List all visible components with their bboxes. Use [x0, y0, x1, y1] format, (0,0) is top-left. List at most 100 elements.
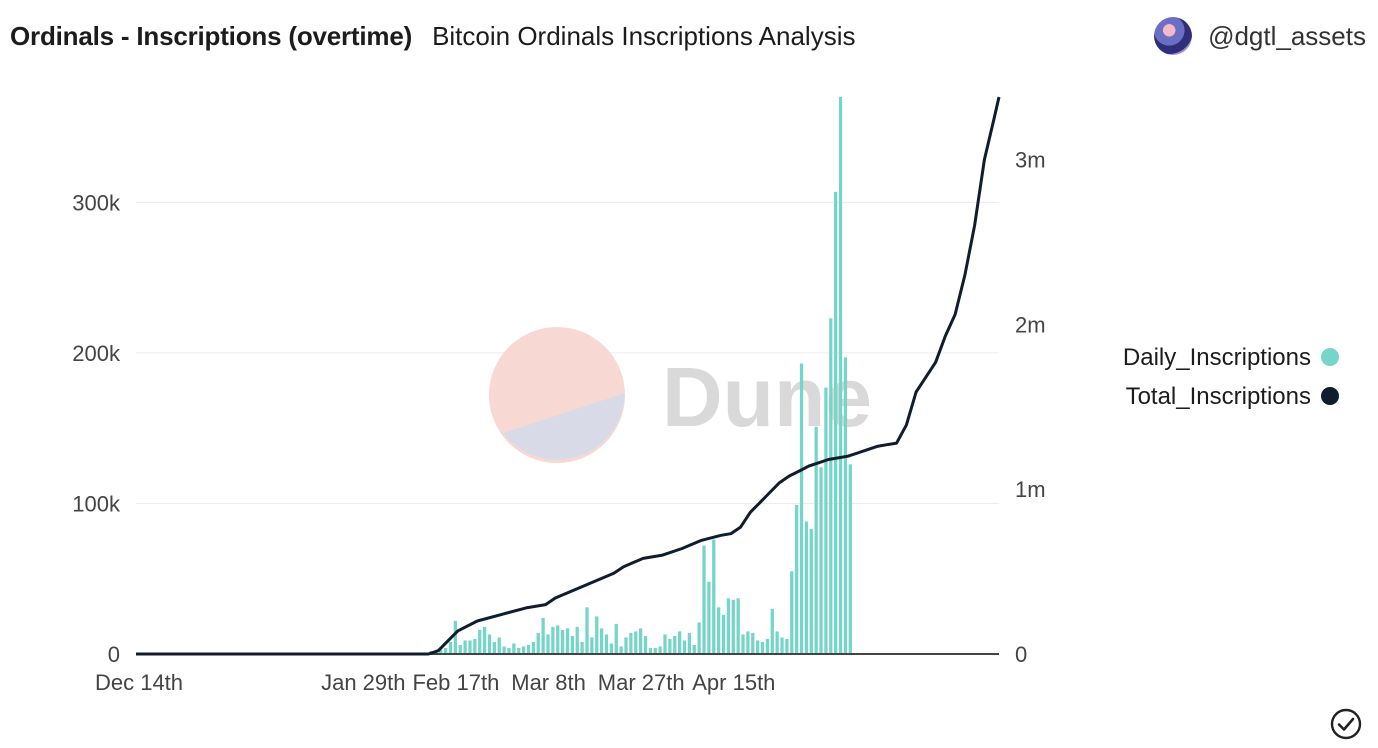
x-tick-label: Mar 27th: [598, 670, 685, 695]
x-tick-label: Apr 15th: [692, 670, 775, 695]
daily-bar: [453, 620, 457, 654]
check-icon[interactable]: [1330, 708, 1362, 740]
y-left-tick-label: 200k: [72, 341, 121, 366]
daily-bar: [785, 638, 789, 654]
daily-bar: [478, 629, 482, 654]
daily-bar: [775, 631, 779, 654]
daily-bar: [663, 634, 667, 654]
daily-bar: [829, 318, 833, 654]
daily-bar: [517, 647, 521, 654]
legend: Daily_Inscriptions Total_Inscriptions: [1123, 344, 1339, 410]
daily-bar: [780, 637, 784, 654]
daily-bar: [843, 357, 848, 654]
daily-bar: [648, 647, 653, 654]
author-name: @dgtl_assets: [1208, 20, 1366, 51]
daily-bar: [799, 363, 804, 654]
daily-bar: [599, 628, 604, 654]
daily-bar: [692, 644, 696, 654]
daily-bar: [551, 626, 555, 654]
daily-bar: [682, 640, 687, 654]
daily-bar: [595, 616, 599, 654]
daily-bar: [834, 191, 838, 654]
daily-bar: [848, 464, 852, 654]
daily-bar: [585, 607, 589, 654]
daily-bar: [731, 599, 735, 654]
daily-bar: [809, 529, 813, 654]
daily-bar: [795, 504, 799, 654]
daily-bar: [643, 635, 648, 654]
daily-bar: [439, 649, 443, 654]
daily-bar: [546, 634, 550, 654]
daily-bar: [804, 521, 809, 654]
daily-bar: [541, 617, 545, 654]
daily-bar: [697, 622, 701, 654]
author-link[interactable]: @dgtl_assets: [1154, 17, 1366, 55]
daily-bar: [624, 637, 628, 654]
chart-subtitle: Bitcoin Ordinals Inscriptions Analysis: [432, 20, 856, 51]
daily-bar: [721, 614, 726, 654]
daily-bar: [609, 643, 614, 654]
daily-bar: [702, 545, 706, 654]
daily-bar: [531, 641, 536, 654]
daily-bar: [604, 634, 609, 654]
daily-bar: [458, 644, 462, 654]
daily-bar: [614, 623, 618, 654]
daily-bar: [497, 637, 501, 654]
x-axis-labels: Dec 14th Jan 29th Feb 17th Mar 8th Mar 27th A…: [95, 670, 775, 695]
daily-bar: [819, 467, 823, 654]
chart-header: Ordinals - Inscriptions (overtime) Bitco…: [10, 14, 1366, 58]
total-inscriptions-line: [136, 96, 1001, 656]
daily-bar: [580, 641, 584, 654]
daily-bar: [565, 628, 570, 654]
daily-bar: [521, 646, 526, 654]
daily-bar: [463, 640, 467, 654]
daily-bar: [741, 634, 745, 654]
legend-label: Total_Inscriptions: [1126, 383, 1311, 410]
daily-bar: [629, 632, 633, 654]
watermark-circle-lower: [503, 393, 625, 460]
y-axis-right-labels: 0 1m 2m 3m: [1015, 148, 1046, 667]
x-tick-label: Dec 14th: [95, 670, 183, 695]
y-right-tick-label: 1m: [1015, 477, 1046, 502]
daily-bar: [658, 646, 662, 654]
daily-bar: [717, 607, 721, 654]
daily-bar: [668, 638, 672, 654]
daily-bar: [736, 598, 740, 654]
daily-bar: [570, 635, 575, 654]
y-left-tick-label: 300k: [72, 190, 121, 215]
y-axis-left-labels: 0 100k 200k 300k: [72, 190, 121, 667]
avatar: [1154, 17, 1193, 55]
daily-bar: [707, 581, 711, 654]
x-tick-label: Mar 8th: [511, 670, 586, 695]
daily-bars: [429, 97, 852, 654]
daily-bar: [556, 625, 560, 654]
daily-bar: [482, 626, 487, 654]
daily-bar: [492, 641, 497, 654]
daily-bar: [502, 646, 506, 654]
daily-bar: [765, 638, 770, 654]
legend-marker: [1321, 348, 1339, 366]
daily-bar: [487, 634, 492, 654]
daily-bar: [473, 638, 477, 654]
daily-bar: [507, 647, 511, 654]
legend-label: Daily_Inscriptions: [1123, 344, 1311, 371]
daily-bar: [687, 632, 692, 654]
daily-bar: [814, 426, 818, 654]
daily-bar: [619, 646, 623, 654]
daily-bar: [751, 632, 755, 654]
daily-bar: [526, 644, 531, 654]
daily-bar: [673, 635, 677, 654]
daily-bar: [760, 641, 765, 654]
daily-bar: [468, 640, 472, 654]
daily-bar: [756, 640, 760, 654]
daily-bar: [712, 539, 716, 654]
daily-bar: [560, 629, 565, 654]
daily-bar: [448, 641, 453, 654]
chart-title: Ordinals - Inscriptions (overtime): [10, 20, 413, 51]
total-line: [136, 96, 1001, 656]
y-right-tick-label: 0: [1015, 642, 1027, 667]
daily-bar: [838, 97, 843, 654]
y-left-tick-label: 0: [108, 642, 120, 667]
y-right-tick-label: 2m: [1015, 312, 1046, 337]
